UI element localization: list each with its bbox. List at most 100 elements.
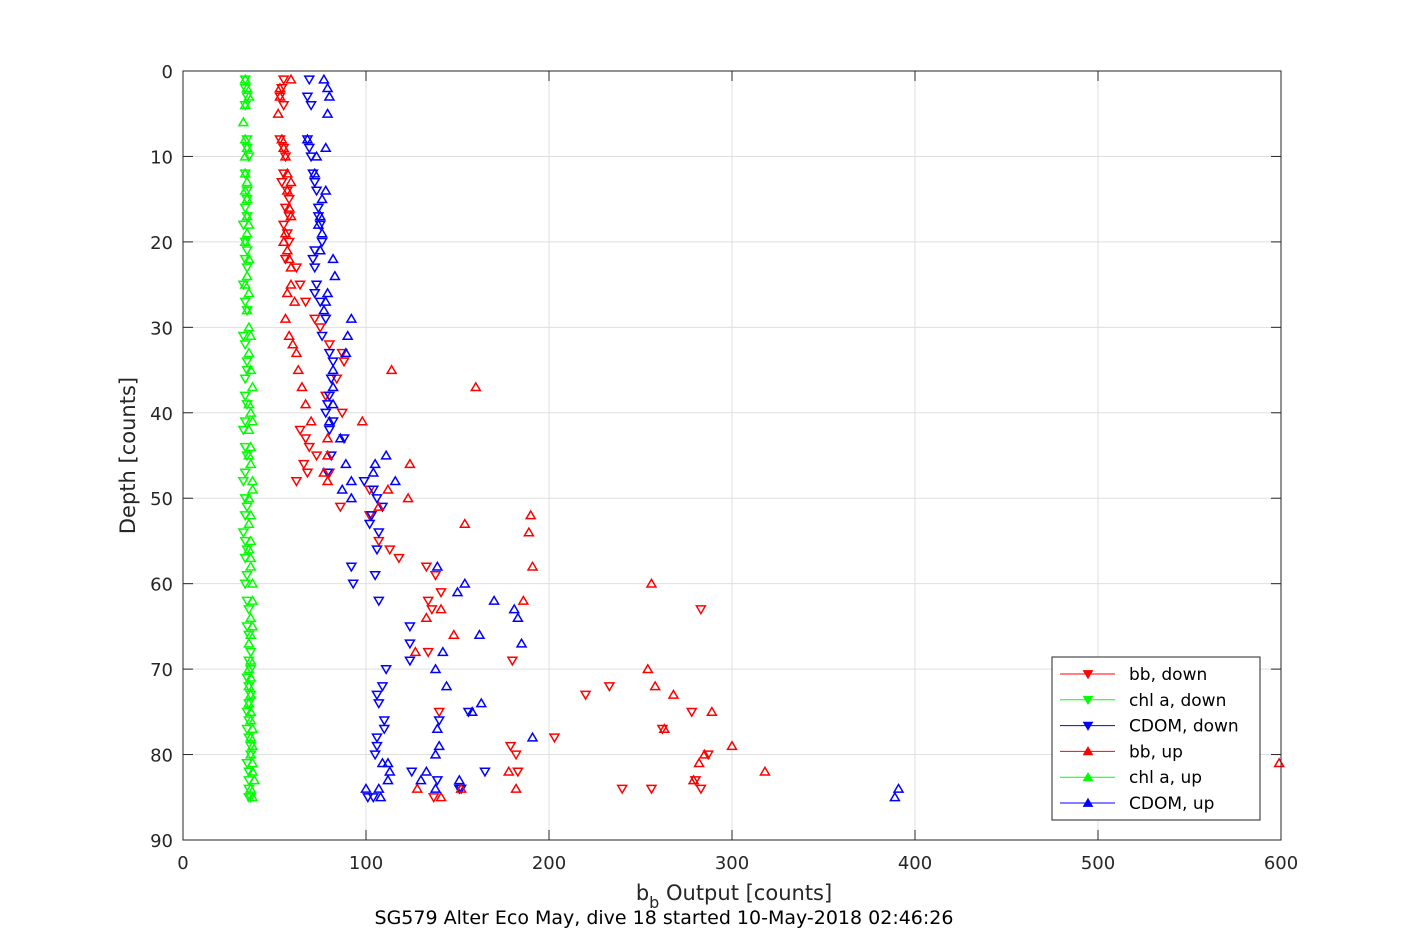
data-point <box>462 707 475 718</box>
legend-label: bb, up <box>1129 742 1183 762</box>
series-3 <box>272 73 1285 802</box>
data-point <box>241 545 253 556</box>
y-tick-label: 80 <box>150 746 173 767</box>
data-point <box>372 528 385 539</box>
data-point <box>244 647 257 658</box>
data-point <box>310 280 323 291</box>
data-point <box>383 545 396 556</box>
data-point <box>515 637 528 648</box>
data-point <box>239 579 252 590</box>
data-point <box>689 776 702 786</box>
data-point <box>241 193 253 204</box>
x-tick-label: 200 <box>532 853 566 874</box>
data-point <box>241 707 253 718</box>
data-point <box>244 612 257 622</box>
data-point <box>243 716 255 727</box>
data-point <box>376 502 389 513</box>
data-point <box>642 663 654 674</box>
data-point <box>367 485 380 496</box>
data-point <box>374 791 387 802</box>
data-point <box>336 483 349 494</box>
data-point <box>246 620 259 631</box>
data-point <box>389 475 402 486</box>
data-point <box>277 169 290 180</box>
data-point <box>371 741 383 752</box>
data-point <box>429 570 442 581</box>
data-point <box>698 748 711 759</box>
data-point <box>693 757 705 768</box>
data-point <box>244 407 257 417</box>
data-point <box>358 477 370 487</box>
data-point <box>239 133 252 144</box>
data-point <box>241 400 253 410</box>
data-point <box>243 605 255 616</box>
data-point <box>244 330 257 341</box>
data-point <box>239 340 252 351</box>
data-point <box>301 468 314 479</box>
y-tick-label: 90 <box>150 831 173 852</box>
data-point <box>307 254 319 265</box>
y-tick-label: 60 <box>150 575 173 596</box>
data-point <box>404 458 416 469</box>
data-point <box>321 287 334 298</box>
data-point <box>318 466 330 477</box>
data-point <box>453 784 466 795</box>
data-point <box>239 184 252 195</box>
data-point <box>241 357 253 368</box>
data-point <box>473 629 486 640</box>
data-point <box>296 381 308 392</box>
x-axis-ticks: 0 100 200 300 400 500 600 <box>177 71 1298 874</box>
data-point <box>759 765 771 776</box>
data-point <box>435 588 447 598</box>
data-point <box>237 280 250 291</box>
data-point <box>667 688 680 699</box>
data-point <box>244 688 257 699</box>
data-point <box>244 793 257 804</box>
data-point <box>360 782 372 793</box>
data-point <box>453 774 466 785</box>
data-point <box>299 398 312 409</box>
data-point <box>510 750 522 761</box>
data-point <box>281 167 294 178</box>
data-point <box>244 654 257 665</box>
data-point <box>241 570 253 581</box>
data-point <box>285 261 297 272</box>
data-point <box>246 791 259 802</box>
legend-marker <box>1082 771 1094 782</box>
data-point <box>371 690 383 701</box>
data-point <box>239 254 252 265</box>
data-point <box>405 767 418 778</box>
data-point <box>305 415 317 426</box>
data-point <box>327 398 339 409</box>
data-point <box>244 441 257 452</box>
data-point <box>285 176 297 187</box>
data-point <box>420 562 433 573</box>
data-point <box>685 707 698 718</box>
data-point <box>517 595 530 605</box>
y-tick-label: 10 <box>150 147 173 168</box>
y-axis-ticks: 0 10 20 30 40 50 60 70 80 90 <box>150 62 1281 852</box>
data-point <box>376 682 389 692</box>
legend-label: chl a, up <box>1129 768 1202 788</box>
data-point <box>369 750 381 761</box>
data-point <box>420 765 433 776</box>
data-point <box>321 432 334 443</box>
data-point <box>330 374 343 385</box>
data-point <box>241 263 253 274</box>
data-point <box>239 278 252 289</box>
data-point <box>243 733 255 744</box>
data-point <box>383 765 396 776</box>
y-tick-label: 70 <box>150 660 173 681</box>
data-point <box>319 142 332 153</box>
data-point <box>603 682 616 692</box>
data-point <box>319 184 332 195</box>
data-point <box>244 664 257 675</box>
data-point <box>243 321 255 332</box>
data-point <box>429 748 442 759</box>
data-point <box>372 596 385 607</box>
data-point <box>277 75 290 86</box>
data-point <box>649 680 661 691</box>
data-point <box>244 714 257 725</box>
legend: bb, down chl a, down CDOM, down bb, up chl a… <box>1051 656 1261 821</box>
x-axis-label-subscript: b <box>649 893 659 912</box>
